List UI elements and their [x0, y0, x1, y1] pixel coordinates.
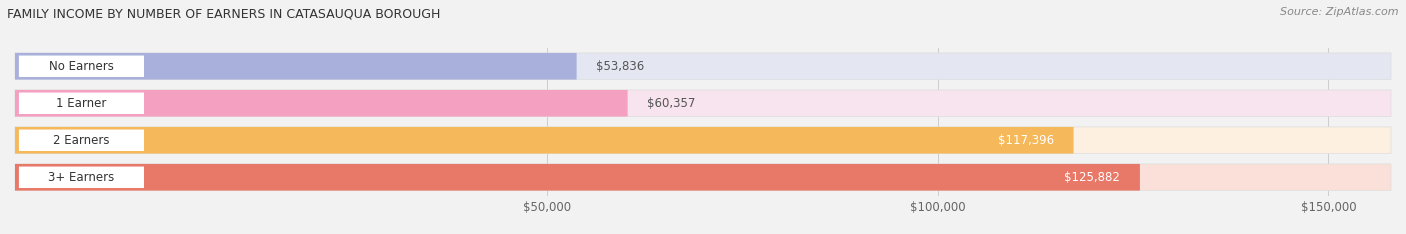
Text: FAMILY INCOME BY NUMBER OF EARNERS IN CATASAUQUA BOROUGH: FAMILY INCOME BY NUMBER OF EARNERS IN CA…: [7, 7, 440, 20]
FancyBboxPatch shape: [15, 127, 1391, 154]
Text: $125,882: $125,882: [1064, 171, 1121, 184]
FancyBboxPatch shape: [15, 164, 1140, 190]
FancyBboxPatch shape: [18, 130, 143, 151]
FancyBboxPatch shape: [18, 92, 143, 114]
FancyBboxPatch shape: [15, 90, 1391, 117]
FancyBboxPatch shape: [18, 167, 143, 188]
FancyBboxPatch shape: [15, 164, 1391, 190]
FancyBboxPatch shape: [15, 127, 1074, 154]
FancyBboxPatch shape: [15, 53, 1391, 80]
Text: 2 Earners: 2 Earners: [53, 134, 110, 147]
FancyBboxPatch shape: [15, 53, 576, 80]
Text: $60,357: $60,357: [647, 97, 696, 110]
Text: $53,836: $53,836: [596, 60, 644, 73]
Text: $117,396: $117,396: [998, 134, 1054, 147]
Text: 1 Earner: 1 Earner: [56, 97, 107, 110]
Text: 3+ Earners: 3+ Earners: [48, 171, 114, 184]
Text: Source: ZipAtlas.com: Source: ZipAtlas.com: [1281, 7, 1399, 17]
Text: No Earners: No Earners: [49, 60, 114, 73]
FancyBboxPatch shape: [18, 55, 143, 77]
FancyBboxPatch shape: [15, 90, 627, 117]
